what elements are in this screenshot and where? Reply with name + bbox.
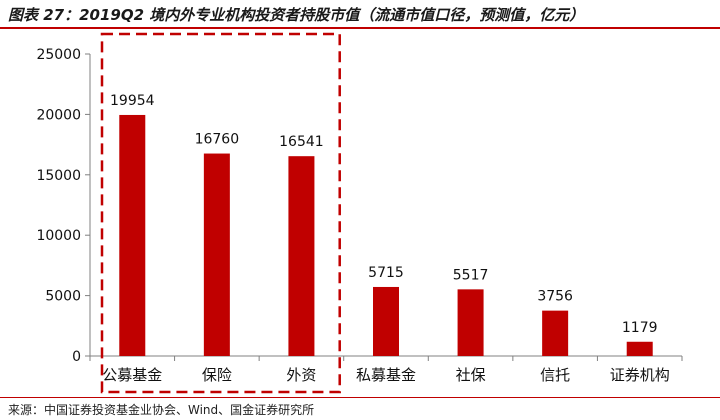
source-note: 来源：中国证券投资基金业协会、Wind、国金证券研究所 — [8, 403, 315, 417]
data-label: 5517 — [453, 267, 489, 283]
bar — [626, 341, 653, 356]
y-tick-label: 0 — [72, 349, 81, 365]
figure-title: 图表 27：2019Q2 境内外专业机构投资者持股市值（流通市值口径，预测值，亿… — [8, 6, 585, 24]
y-tick-label: 10000 — [36, 228, 81, 244]
y-tick-labels: 0 5000 10000 15000 20000 25000 — [36, 47, 81, 365]
data-label: 5715 — [368, 265, 404, 281]
data-label: 19954 — [110, 93, 155, 109]
data-label: 16760 — [195, 132, 240, 148]
data-label: 3756 — [537, 289, 573, 305]
axes — [85, 53, 683, 361]
bar — [457, 289, 484, 356]
source-divider — [0, 397, 720, 398]
data-label: 1179 — [622, 320, 658, 336]
data-label: 16541 — [279, 134, 324, 150]
y-tick-label: 15000 — [36, 168, 81, 184]
category-labels: 公募基金 保险 外资 私募基金 社保 信托 证券机构 — [102, 366, 669, 384]
title-divider — [0, 27, 720, 29]
category-label: 信托 — [540, 366, 570, 384]
category-label: 保险 — [202, 366, 232, 384]
y-tick-label: 20000 — [36, 107, 81, 123]
bar — [373, 286, 399, 356]
y-tick-label: 25000 — [36, 47, 81, 63]
category-label: 私募基金 — [356, 366, 416, 384]
bar-chart: 0 5000 10000 15000 20000 25000 19954 16760 1654… — [36, 32, 683, 394]
category-label: 社保 — [456, 366, 486, 384]
data-labels: 19954 16760 16541 5715 5517 3756 1179 — [110, 93, 658, 336]
category-label: 公募基金 — [102, 366, 162, 384]
category-label: 证券机构 — [610, 366, 670, 384]
bar — [203, 153, 230, 356]
bar — [119, 114, 146, 356]
bar — [288, 156, 315, 356]
bar — [542, 310, 569, 356]
y-tick-label: 5000 — [45, 289, 81, 305]
bars — [119, 114, 653, 356]
highlight-box — [100, 32, 341, 394]
category-label: 外资 — [286, 366, 316, 384]
